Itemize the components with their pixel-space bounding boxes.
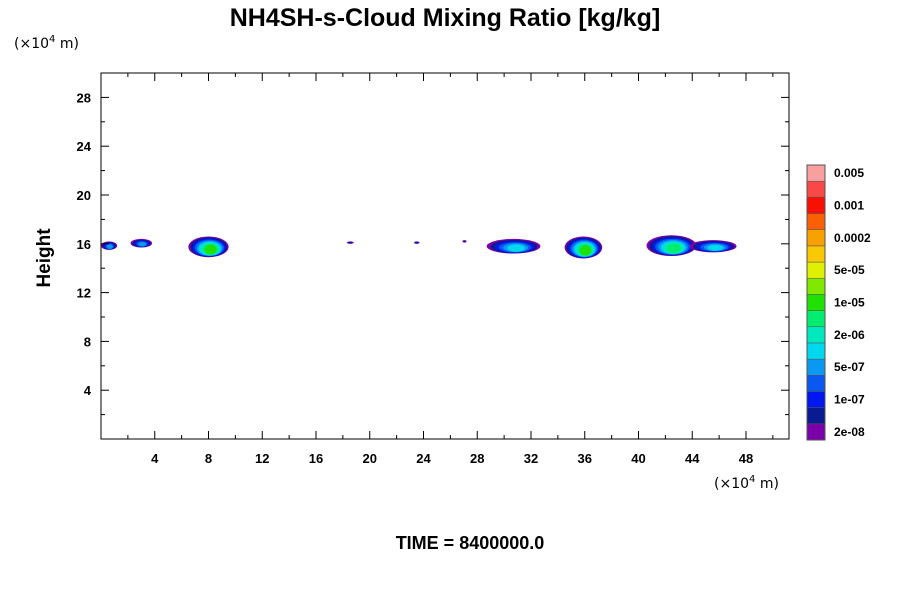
x-tick-label-0: 4: [151, 451, 159, 466]
colorbar-label-0: 2e-08: [834, 425, 865, 439]
x-tick-label-3: 16: [309, 451, 323, 466]
cloud-8: [646, 235, 697, 256]
cloud-1: [130, 238, 153, 248]
colorbar-swatch-15: [806, 180, 826, 198]
colorbar: 2e-08 1e-07 5e-07 2e-06 1e-05 5e-05 0.0002 0.00…: [806, 164, 871, 441]
y-tick-label-5: 24: [77, 139, 92, 154]
colorbar-label-6: 0.0002: [834, 231, 871, 245]
y-tick-label-0: 4: [84, 383, 92, 398]
x-tick-label-1: 8: [205, 451, 212, 466]
x-tick-label-11: 48: [739, 451, 753, 466]
colorbar-swatch-12: [806, 229, 826, 247]
colorbar-swatch-9: [806, 277, 826, 295]
cloud-7-contour-8: [579, 245, 591, 256]
time-label: TIME = 8400000.0: [396, 533, 545, 553]
colorbar-swatch-4: [806, 358, 826, 376]
cloud-5: [462, 240, 467, 243]
colorbar-swatch-14: [806, 197, 826, 214]
y-unit-label: (×104 m): [14, 34, 79, 52]
y-tick-label-2: 12: [77, 286, 91, 301]
colorbar-label-8: 0.005: [834, 166, 864, 180]
colorbar-swatch-5: [806, 342, 826, 360]
cloud-0-contour-4: [106, 244, 113, 249]
y-tick-label-1: 8: [84, 334, 91, 349]
colorbar-swatch-6: [806, 326, 826, 344]
x-tick-label-6: 28: [470, 451, 484, 466]
x-tick-label-2: 12: [255, 451, 269, 466]
cloud-7: [564, 236, 603, 259]
colorbar-swatch-1: [806, 407, 826, 425]
colorbar-swatch-0: [806, 423, 826, 441]
x-unit-exponent: 4: [749, 474, 755, 485]
colorbar-swatch-10: [806, 261, 826, 279]
colorbar-frame: [806, 164, 826, 441]
colorbar-label-5: 5e-05: [834, 263, 865, 277]
colorbar-swatch-3: [806, 375, 826, 392]
colorbar-label-7: 0.001: [834, 198, 864, 212]
colorbar-swatch-8: [806, 294, 826, 311]
x-tick-label-10: 44: [685, 451, 700, 466]
plot-frame: [100, 72, 790, 440]
x-tick-label-9: 40: [631, 451, 645, 466]
colorbar-label-2: 5e-07: [834, 360, 865, 374]
cloud-4: [414, 241, 420, 244]
x-tick-label-4: 20: [363, 451, 377, 466]
colorbar-label-4: 1e-05: [834, 296, 865, 310]
y-tick-label-4: 20: [77, 188, 91, 203]
x-tick-label-8: 36: [578, 451, 592, 466]
x-unit-label: (×104 m): [714, 474, 779, 492]
cloud-8-contour-7: [666, 243, 682, 254]
cloud-6-contour-5: [507, 244, 526, 252]
x-tick-label-5: 24: [416, 451, 431, 466]
cloud-2: [188, 236, 229, 258]
colorbar-swatch-13: [806, 213, 826, 230]
y-axis-label: Height: [34, 228, 55, 288]
colorbar-swatch-11: [806, 245, 826, 263]
y-tick-label-6: 28: [77, 90, 91, 105]
cloud-6: [486, 238, 541, 254]
colorbar-label-3: 2e-06: [834, 328, 865, 342]
chart-title: NH4SH-s-Cloud Mixing Ratio [kg/kg]: [230, 4, 661, 32]
cloud-5-contour-1: [463, 240, 466, 243]
cloud-9: [689, 240, 737, 253]
colorbar-swatch-7: [806, 310, 826, 328]
cloud-field: [101, 235, 737, 259]
cloud-3: [346, 241, 354, 244]
colorbar-swatch-16: [806, 164, 826, 182]
colorbar-label-1: 1e-07: [834, 393, 865, 407]
y-unit-exponent: 4: [49, 34, 55, 45]
cloud-0: [101, 241, 118, 250]
cloud-2-contour-8: [204, 244, 217, 255]
cloud-4-contour-2: [415, 242, 419, 244]
x-tick-label-7: 32: [524, 451, 538, 466]
cloud-1-contour-4: [138, 241, 147, 247]
cloud-3-contour-1: [348, 241, 353, 244]
cloud-9-contour-5: [707, 244, 724, 251]
y-tick-label-3: 16: [77, 237, 91, 252]
colorbar-swatch-2: [806, 391, 826, 408]
